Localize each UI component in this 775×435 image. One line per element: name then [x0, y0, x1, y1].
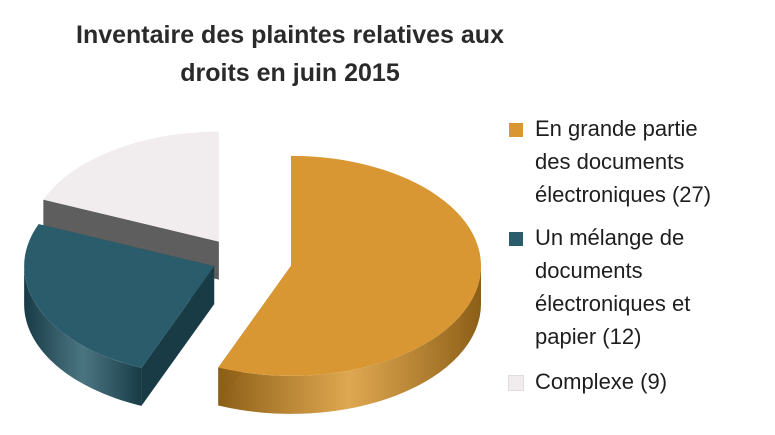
pie-slice-mixed-top [24, 224, 215, 368]
pie-slice-electronic-rim [218, 265, 482, 414]
legend: En grande partie des documents électroni… [505, 112, 765, 408]
pie-slice-mixed-rim [24, 266, 142, 406]
legend-item-mixed: Un mélange de documents électroniques et… [505, 221, 765, 353]
pie-chart [24, 131, 482, 414]
pie-slice-electronic [218, 155, 482, 414]
legend-label-electronic: En grande partie des documents électroni… [535, 116, 712, 207]
pie-slice-complex-top [43, 131, 219, 242]
pie-slice-electronic-top [218, 155, 482, 376]
chart-title: Inventaire des plaintes relatives aux dr… [60, 16, 520, 92]
pie-slice-mixed-wall-start [141, 266, 215, 406]
chart-title-line-2: droits en juin 2015 [180, 59, 400, 87]
legend-swatch-complex [508, 375, 524, 391]
legend-item-electronic: En grande partie des documents électroni… [505, 112, 765, 211]
legend-item-complex: Complexe (9) [505, 365, 765, 398]
pie-slice-mixed [24, 224, 215, 406]
chart-title-line-1: Inventaire des plaintes relatives aux [76, 21, 504, 49]
legend-label-complex: Complexe (9) [535, 369, 668, 394]
legend-swatch-mixed [509, 232, 523, 246]
legend-swatch-electronic [509, 123, 523, 137]
legend-label-mixed: Un mélange de documents électroniques et… [535, 225, 691, 349]
